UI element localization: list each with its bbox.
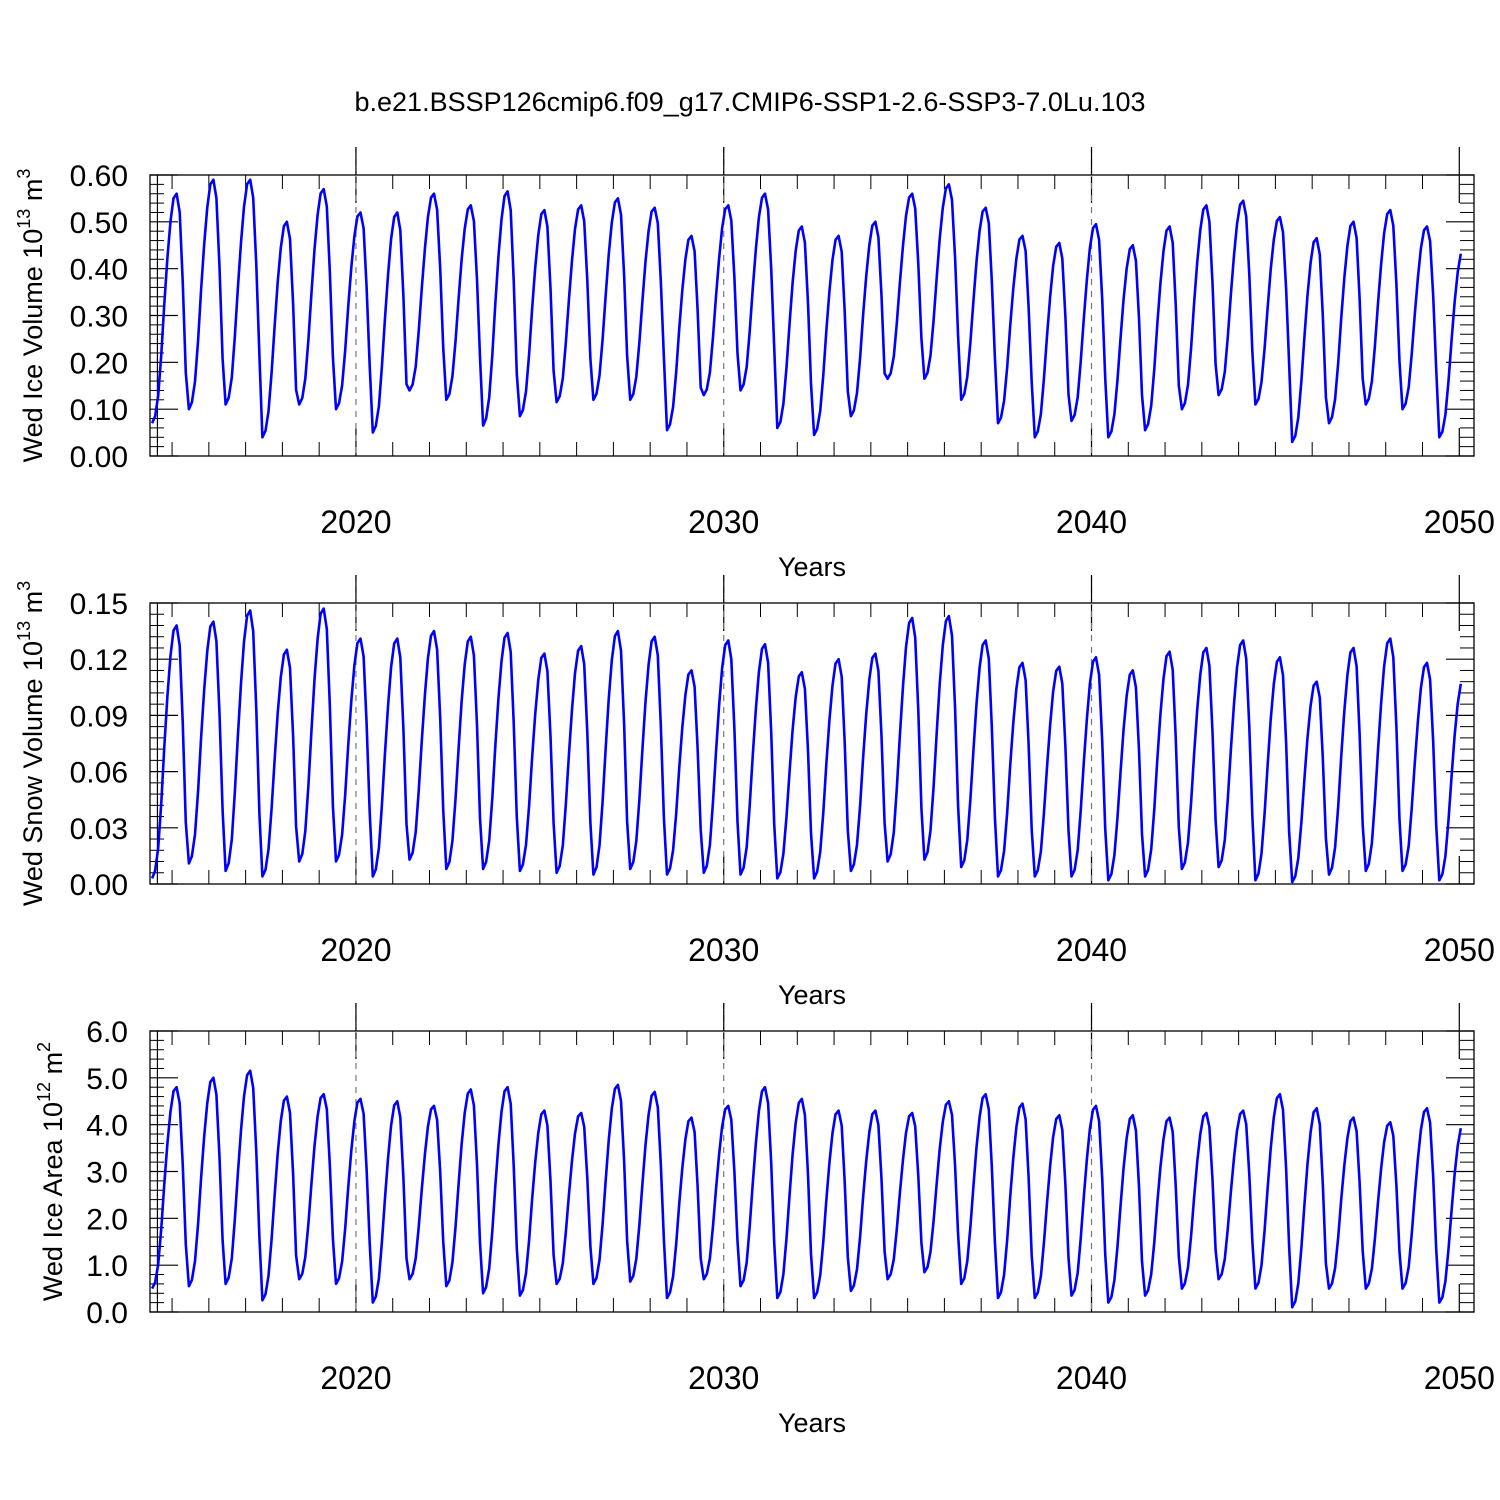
x-tick-label: 2040 (1056, 1360, 1127, 1396)
chart-panel-1: 0.00 0.10 0.20 0.30 0.40 0.50 0.60 2020 2030 2040… (14, 147, 1495, 582)
x-tick-label: 2050 (1424, 1360, 1495, 1396)
y-tick-label: 0.00 (70, 869, 128, 902)
y-tick-label: 0.10 (70, 394, 128, 427)
y-tick-label: 3.0 (86, 1157, 128, 1190)
series-line-wed-snow-volume (150, 607, 1463, 884)
y-tick-label: 0.09 (70, 700, 128, 733)
y-tick-label: 0.06 (70, 757, 128, 790)
series-line-wed-ice-volume (150, 178, 1463, 444)
y-tick-label: 0.20 (70, 347, 128, 380)
chart-panel-2: 0.00 0.03 0.06 0.09 0.12 0.15 2020 2030 2040 2050… (14, 575, 1495, 1010)
y-tick-label: 4.0 (86, 1110, 128, 1143)
chart-panel-3: 0.0 1.0 2.0 3.0 4.0 5.0 6.0 2020 2030 2040 2050 Yea… (34, 1003, 1495, 1438)
y-tick-label: 0.00 (70, 441, 128, 474)
x-tick-label: 2030 (688, 1360, 759, 1396)
y-axis-label: Wed Ice Volume 1013 m3 (14, 169, 48, 463)
y-tick-label: 0.60 (70, 160, 128, 193)
x-tick-label: 2050 (1424, 932, 1495, 968)
x-axis-label: Years (778, 1408, 846, 1438)
y-tick-label: 5.0 (86, 1063, 128, 1096)
x-tick-label: 2030 (688, 504, 759, 540)
x-tick-label: 2040 (1056, 932, 1127, 968)
x-tick-label: 2050 (1424, 504, 1495, 540)
y-tick-label: 0.15 (70, 588, 128, 621)
y-tick-label: 0.12 (70, 644, 128, 677)
y-tick-label: 0.30 (70, 301, 128, 334)
x-tick-label: 2020 (320, 1360, 391, 1396)
x-tick-label: 2020 (320, 504, 391, 540)
x-axis-label: Years (778, 980, 846, 1010)
x-tick-label: 2020 (320, 932, 391, 968)
y-tick-label: 0.0 (86, 1297, 128, 1330)
plot-frame (149, 602, 1475, 885)
x-axis-label: Years (778, 552, 846, 582)
y-tick-label: 0.03 (70, 813, 128, 846)
x-tick-label: 2030 (688, 932, 759, 968)
y-axis-label: Wed Snow Volume 1013 m3 (14, 581, 48, 906)
y-axis-label: Wed Ice Area 1012 m2 (34, 1042, 68, 1301)
y-tick-label: 1.0 (86, 1250, 128, 1283)
y-tick-label: 0.50 (70, 207, 128, 240)
y-tick-label: 2.0 (86, 1203, 128, 1236)
series-line-wed-ice-area (150, 1069, 1463, 1309)
y-tick-label: 0.40 (70, 254, 128, 287)
figure-title: b.e21.BSSP126cmip6.f09_g17.CMIP6-SSP1-2.… (355, 87, 1146, 117)
x-tick-label: 2040 (1056, 504, 1127, 540)
y-tick-label: 6.0 (86, 1016, 128, 1049)
